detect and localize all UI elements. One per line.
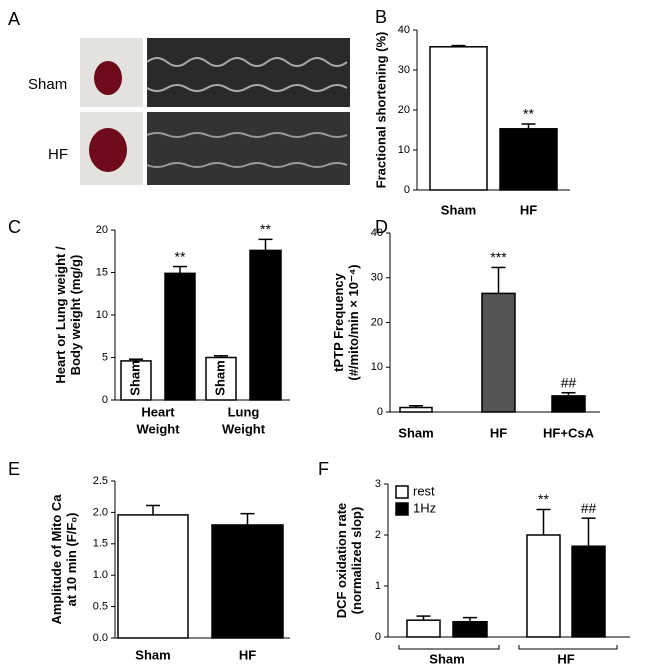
y-tick-label: 1.0 [93, 569, 108, 581]
x-tick-label: Weight [136, 421, 180, 436]
bar [117, 514, 189, 639]
x-tick-label: HF [557, 651, 574, 666]
y-tick-label: 10 [398, 144, 410, 156]
bar [399, 406, 433, 413]
y-tick-label: 0 [375, 631, 381, 643]
y-tick-label: 15 [96, 266, 108, 278]
bar [120, 360, 152, 401]
y-tick-label: 0 [404, 184, 410, 196]
heart [89, 128, 127, 172]
y-tick-label: 1 [375, 580, 381, 592]
legend-swatch [395, 485, 409, 499]
y-axis-label: Heart or Lung weight / [53, 246, 68, 384]
x-tick-label: HF [520, 202, 537, 217]
y-axis-label: at 10 min (F/F₀) [64, 513, 79, 607]
x-tick-label: Sham [441, 202, 476, 217]
bar-label: HF [257, 369, 272, 386]
row-label: Sham [28, 76, 67, 93]
y-tick-label: 3 [375, 478, 381, 490]
annotation: ** [523, 106, 534, 122]
x-tick-label: Weight [222, 421, 266, 436]
y-tick-label: 10 [371, 361, 383, 373]
y-tick-label: 0.0 [93, 632, 108, 644]
heart [94, 61, 122, 95]
y-tick-label: 1.5 [93, 538, 108, 550]
y-axis-label: (#/mito/min × 10⁻⁴) [346, 264, 361, 380]
bar-label: HF [171, 369, 186, 386]
y-axis-label: tPTP Frequency [331, 272, 346, 372]
y-tick-label: 40 [398, 24, 410, 36]
y-tick-label: 0.5 [93, 601, 108, 613]
panel-a: A Sham HF [8, 9, 350, 185]
y-axis-label: Fractional shortening (%) [373, 32, 388, 189]
y-tick-label: 20 [96, 224, 108, 236]
x-tick-label: Lung [228, 404, 260, 419]
x-tick-label: Heart [141, 404, 175, 419]
y-tick-label: 30 [371, 272, 383, 284]
annotation: ## [561, 374, 577, 390]
y-tick-label: 20 [398, 104, 410, 116]
y-tick-label: 20 [371, 316, 383, 328]
bar [249, 249, 282, 401]
bar [452, 620, 488, 638]
bar [481, 292, 516, 413]
x-tick-label: HF+CsA [543, 425, 595, 440]
y-tick-label: 10 [96, 309, 108, 321]
y-tick-label: 0 [377, 406, 383, 418]
y-tick-label: 0 [102, 394, 108, 406]
bar [406, 619, 441, 638]
x-tick-label: HF [239, 647, 256, 662]
annotation: ** [175, 248, 186, 264]
y-tick-label: 30 [398, 64, 410, 76]
bar [526, 534, 561, 638]
y-axis-label: DCF oxidation rate [334, 503, 349, 619]
x-tick-label: Sham [398, 425, 433, 440]
bar [499, 128, 558, 191]
panel-label: F [318, 459, 329, 479]
bar [571, 545, 606, 638]
y-axis-label: (normalized slop) [349, 507, 364, 615]
panel-label: D [375, 217, 388, 237]
annotation: ** [260, 221, 271, 237]
annotation: ## [581, 500, 597, 516]
panel-label: E [8, 459, 20, 479]
echo-image [147, 112, 350, 185]
x-tick-label: Sham [135, 647, 170, 662]
echo-trace [146, 132, 348, 168]
y-tick-label: 2.5 [93, 475, 108, 487]
y-axis-label: Body weight (mg/g) [68, 255, 83, 376]
legend-label: rest [413, 483, 435, 498]
bar [205, 356, 237, 401]
panel-label: C [8, 217, 21, 237]
annotation: ** [538, 491, 549, 507]
y-tick-label: 5 [102, 351, 108, 363]
group-bracket [398, 645, 500, 650]
legend-label: 1Hz [413, 500, 436, 515]
y-tick-label: 40 [371, 227, 383, 239]
legend-swatch [395, 502, 409, 516]
y-tick-label: 2.0 [93, 506, 108, 518]
bar-label: Sham [212, 360, 227, 395]
bar [211, 524, 284, 639]
panel-label: A [8, 9, 20, 29]
bar [429, 46, 488, 191]
y-tick-label: 2 [375, 529, 381, 541]
bar [551, 395, 586, 413]
row-label: HF [48, 146, 68, 163]
annotation: *** [490, 249, 507, 265]
echo-image [147, 38, 350, 107]
y-axis-label: Amplitude of Mito Ca [49, 494, 64, 625]
group-bracket [518, 645, 618, 650]
x-tick-label: Sham [429, 651, 464, 666]
bar [164, 272, 196, 401]
bar-label: Sham [127, 360, 142, 395]
echo-trace [146, 57, 348, 92]
panel-label: B [375, 7, 387, 27]
x-tick-label: HF [490, 425, 507, 440]
